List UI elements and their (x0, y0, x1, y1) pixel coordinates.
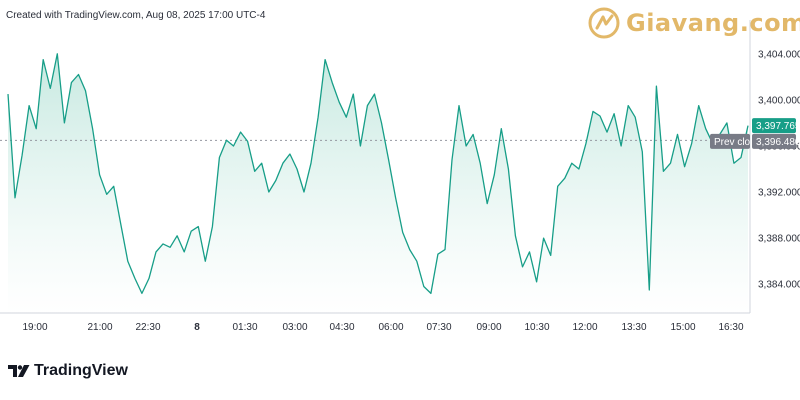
x-axis-ticks: 19:00 21:00 22:30 8 01:30 03:00 04:30 06:00 07:3… (22, 322, 743, 333)
last-price-label: 3,397.765 (756, 121, 800, 132)
giavang-watermark: Giavang.com (588, 6, 800, 40)
x-tick-label: 09:00 (476, 322, 501, 333)
x-tick-label: 06:00 (378, 322, 403, 333)
prev-close-value-label: 3,396.480 (756, 137, 800, 148)
tradingview-logo-icon (8, 365, 30, 377)
x-tick-label: 10:30 (524, 322, 549, 333)
y-tick-label: 3,388.000 (758, 234, 800, 245)
giavang-logo-icon (588, 7, 620, 39)
price-series-line (7, 53, 749, 295)
y-tick-label: 3,400.000 (758, 95, 800, 106)
last-price-label-bg (752, 118, 796, 134)
x-tick-label: 12:00 (572, 322, 597, 333)
x-tick-label: 04:30 (329, 322, 354, 333)
x-tick-label: 07:30 (426, 322, 451, 333)
y-tick-label: 3,384.000 (758, 280, 800, 291)
prev-close-tag: Prev close (714, 137, 761, 148)
tradingview-brand: TradingView (8, 362, 128, 380)
prev-close-tag-bg (710, 133, 750, 149)
y-tick-label: 3,404.000 (758, 49, 800, 60)
tradingview-wordmark: TradingView (34, 362, 128, 379)
x-tick-label: 15:00 (670, 322, 695, 333)
x-tick-label: 03:00 (282, 322, 307, 333)
created-with-caption: Created with TradingView.com, Aug 08, 20… (6, 10, 266, 21)
prev-close-value-label-bg (752, 133, 796, 149)
giavang-logo-text: Giavang.com (626, 9, 800, 37)
x-tick-label: 8 (194, 322, 200, 333)
x-tick-label: 21:00 (87, 322, 112, 333)
x-tick-label: 22:30 (135, 322, 160, 333)
x-tick-label: 16:30 (718, 322, 743, 333)
x-tick-label: 01:30 (232, 322, 257, 333)
x-tick-label: 19:00 (22, 322, 47, 333)
y-tick-label: 3,392.000 (758, 188, 800, 199)
x-tick-label: 13:30 (621, 322, 646, 333)
price-area-fill (8, 53, 748, 314)
y-axis-ticks: 3,404.0003,400.0003,396.0003,392.0003,38… (758, 49, 800, 290)
